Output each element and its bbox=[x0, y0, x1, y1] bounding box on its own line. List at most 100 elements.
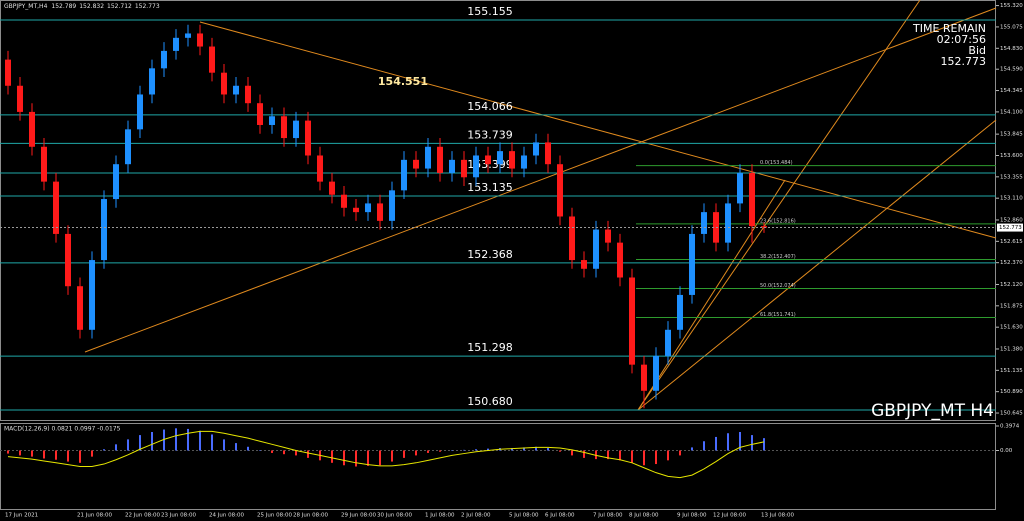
candle-body bbox=[593, 229, 599, 269]
candle-body bbox=[761, 226, 767, 228]
macd-bar bbox=[439, 450, 441, 452]
main-panel-border bbox=[0, 0, 996, 421]
fib-label: 0.0(153.484) bbox=[760, 160, 793, 166]
candle-body bbox=[269, 116, 275, 125]
fib-label: 38.2(152.407) bbox=[760, 254, 796, 260]
macd-bar bbox=[487, 448, 489, 451]
fib-label: 23.6(152.816) bbox=[760, 218, 796, 224]
bid-value: 152.773 bbox=[941, 55, 987, 68]
bid-label: Bid bbox=[968, 44, 986, 57]
candle-body bbox=[665, 329, 671, 356]
y-tick-label: 150.645 bbox=[1000, 411, 1023, 417]
candle-body bbox=[521, 155, 527, 169]
level-label: 153.135 bbox=[467, 181, 513, 194]
candle-body bbox=[365, 203, 371, 213]
x-tick-label: 28 Jun 08:00 bbox=[293, 513, 328, 519]
trendline bbox=[84, 7, 997, 353]
candle-body bbox=[209, 46, 215, 73]
x-tick-label: 25 Jun 08:00 bbox=[257, 513, 292, 519]
macd-bar bbox=[643, 450, 645, 466]
y-tick-label: 153.600 bbox=[1000, 153, 1023, 159]
macd-bar bbox=[391, 450, 393, 462]
candle-body bbox=[473, 155, 479, 178]
candle-body bbox=[221, 72, 227, 95]
y-tick-label: 152.370 bbox=[1000, 260, 1023, 266]
y-tick-label: 151.135 bbox=[1000, 368, 1023, 374]
y-tick-label: 152.860 bbox=[1000, 217, 1023, 223]
macd-bar bbox=[379, 450, 381, 466]
x-tick-label: 21 Jun 08:00 bbox=[77, 513, 112, 519]
candle-body bbox=[485, 155, 491, 165]
x-tick-label: 23 Jun 08:00 bbox=[161, 513, 196, 519]
candle-body bbox=[101, 199, 107, 261]
macd-bar bbox=[535, 446, 537, 451]
macd-bar bbox=[283, 450, 285, 455]
macd-bar bbox=[163, 429, 165, 451]
candle-body bbox=[425, 146, 431, 169]
macd-bar bbox=[463, 449, 465, 451]
macd-bar bbox=[355, 450, 357, 467]
watermark: GBPJPY_MT H4 bbox=[871, 401, 994, 421]
y-tick-label: 152.615 bbox=[1000, 239, 1023, 245]
open-value: 152.789 bbox=[51, 3, 76, 10]
candle-body bbox=[437, 146, 443, 173]
y-tick-label: 155.320 bbox=[1000, 3, 1023, 9]
macd-bar bbox=[619, 450, 621, 461]
macd-bar bbox=[703, 441, 705, 451]
symbol: GBPJPY_MT,H4 bbox=[4, 3, 48, 10]
macd-bar bbox=[19, 450, 21, 456]
candle-body bbox=[65, 233, 71, 287]
candle-body bbox=[5, 59, 11, 86]
macd-bar bbox=[67, 450, 69, 462]
macd-bar bbox=[271, 450, 273, 453]
x-tick-label: 30 Jun 08:00 bbox=[377, 513, 412, 519]
macd-bar bbox=[715, 436, 717, 451]
close-value: 152.773 bbox=[135, 3, 160, 10]
candle-body bbox=[653, 355, 659, 391]
macd-bar bbox=[511, 448, 513, 451]
fib-label: 50.0(152.074) bbox=[760, 283, 796, 289]
candle-body bbox=[329, 181, 335, 195]
macd-bar bbox=[91, 450, 93, 457]
candle-body bbox=[317, 155, 323, 182]
candle-body bbox=[629, 277, 635, 365]
level-label: 152.368 bbox=[467, 248, 513, 261]
y-tick-label: 154.830 bbox=[1000, 46, 1023, 52]
x-tick-label: 7 Jul 08:00 bbox=[593, 513, 623, 519]
macd-bar bbox=[223, 439, 225, 451]
candle-body bbox=[749, 172, 755, 227]
candle-body bbox=[617, 242, 623, 278]
macd-bar bbox=[307, 450, 309, 458]
macd-bar bbox=[667, 450, 669, 461]
macd-bar bbox=[415, 450, 417, 456]
level-label: 154.066 bbox=[467, 100, 513, 113]
trendline bbox=[199, 21, 997, 239]
y-tick-label: 154.345 bbox=[1000, 88, 1023, 94]
x-tick-label: 2 Jul 08:00 bbox=[461, 513, 491, 519]
macd-bar bbox=[7, 450, 9, 454]
macd-bar bbox=[763, 438, 765, 451]
x-tick-label: 1 Jul 08:00 bbox=[425, 513, 455, 519]
level-label: 155.155 bbox=[467, 5, 513, 18]
y-tick-label: 154.590 bbox=[1000, 67, 1023, 73]
y-tick-label: 153.355 bbox=[1000, 174, 1023, 180]
candle-body bbox=[149, 68, 155, 95]
candle-body bbox=[137, 94, 143, 130]
candle-body bbox=[497, 151, 503, 165]
x-tick-label: 24 Jun 08:00 bbox=[209, 513, 244, 519]
candle-body bbox=[233, 85, 239, 95]
trendline bbox=[637, 119, 997, 411]
level-label: 150.680 bbox=[467, 395, 513, 408]
candle-body bbox=[545, 142, 551, 165]
x-tick-label: 22 Jun 08:00 bbox=[125, 513, 160, 519]
macd-bar bbox=[151, 432, 153, 451]
candle-body bbox=[581, 260, 587, 269]
candle-body bbox=[161, 50, 167, 69]
macd-bar bbox=[235, 443, 237, 451]
candle-body bbox=[689, 233, 695, 295]
header: GBPJPY_MT,H4 152.789 152.832 152.712 152.773 bbox=[4, 3, 160, 10]
x-tick-label: 5 Jul 08:00 bbox=[509, 513, 539, 519]
